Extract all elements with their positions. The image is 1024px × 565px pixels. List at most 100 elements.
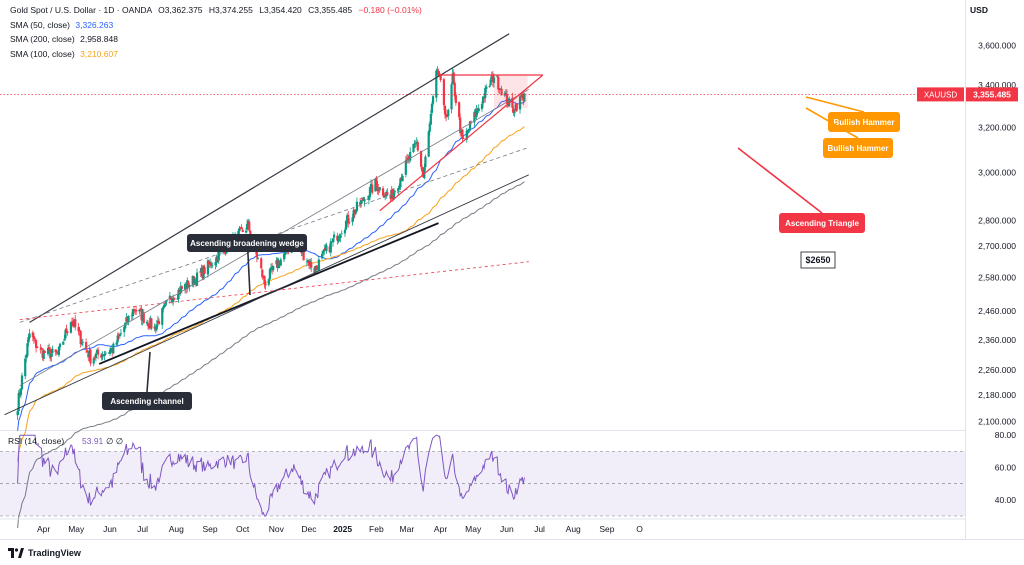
candle-body (376, 184, 379, 192)
pane-separator (0, 430, 965, 431)
candle-body (351, 217, 354, 223)
candle-body (203, 267, 206, 274)
symbol-title[interactable]: Gold Spot / U.S. Dollar · 1D · OANDA (10, 5, 152, 15)
time-tick-label: Feb (369, 524, 384, 534)
candle-body (409, 151, 412, 161)
candle-body (329, 241, 332, 253)
candle-body (78, 330, 81, 332)
sma200-label: SMA (200, close) (10, 34, 75, 44)
candle-body (467, 129, 471, 131)
candle-body (195, 272, 199, 286)
candle-body (51, 348, 54, 353)
rsi-title[interactable]: RSI (14, close) (8, 436, 64, 446)
candle-body (135, 309, 138, 312)
candle-body (33, 338, 37, 340)
candle-body (261, 269, 264, 278)
channel-label-box (102, 392, 192, 410)
legend-symbol-row: Gold Spot / U.S. Dollar · 1D · OANDA O3,… (10, 3, 422, 18)
candle-body (492, 77, 496, 83)
last-price-value: 3,355.485 (973, 89, 1011, 99)
candle-body (436, 69, 439, 71)
currency-label[interactable]: USD (970, 5, 988, 15)
change-value: −0.180 (−0.01%) (358, 5, 422, 15)
time-tick-label: Jul (534, 524, 545, 534)
candle-body (35, 339, 38, 348)
candle-body (446, 115, 449, 117)
candle-body (81, 341, 84, 343)
candle-body (24, 358, 27, 377)
sma200-line (17, 181, 525, 529)
candle-body (343, 229, 347, 234)
triangle-label-pointer (737, 147, 823, 214)
time-tick-label: Apr (434, 524, 447, 534)
legend-sma100-row[interactable]: SMA (100, close) 3,210.607 (10, 47, 422, 62)
candle-body (245, 223, 249, 230)
channel-label-text: Ascending channel (110, 397, 183, 406)
wedge-upper-line (29, 33, 510, 323)
candle-body (163, 304, 166, 308)
time-tick-label: May (465, 524, 482, 534)
candle-body (214, 262, 217, 266)
candle-body (127, 315, 130, 322)
candle-body (63, 339, 66, 341)
candle-body (477, 108, 480, 112)
candle-body (512, 108, 515, 113)
candle-body (145, 321, 149, 324)
candle-body (150, 318, 153, 329)
candle-body (77, 327, 80, 332)
candle-body (363, 199, 366, 202)
candle-body (461, 129, 464, 140)
candle-body (19, 388, 22, 396)
candle-body (458, 102, 461, 118)
candle-body (173, 297, 176, 300)
candle-body (421, 167, 424, 172)
close-value: C3,355.485 (308, 5, 353, 15)
candle-body (131, 309, 134, 316)
high-value: H3,374.255 (208, 5, 253, 15)
tradingview-logo[interactable]: TradingView (8, 548, 81, 558)
candle-body (423, 167, 426, 178)
candle-body (325, 245, 328, 252)
level-2650-text: $2650 (805, 255, 830, 265)
candle-body (504, 92, 507, 94)
time-tick-label: Mar (400, 524, 415, 534)
candle-body (459, 117, 462, 134)
candle-body (31, 332, 34, 337)
price-tick-label: 2,260.000 (978, 365, 1016, 375)
candle-body (65, 328, 68, 334)
price-tick-label: 2,180.000 (978, 390, 1016, 400)
candle-body (429, 113, 432, 125)
price-tick-label: 3,600.000 (978, 40, 1016, 50)
candle-body (430, 103, 434, 113)
time-tick-label: Aug (169, 524, 184, 534)
wedge-label-box (187, 234, 307, 252)
candle-body (188, 284, 191, 287)
legend-sma200-row[interactable]: SMA (200, close) 2,958.848 (10, 32, 422, 47)
candle-body (249, 230, 252, 237)
candle-body (302, 250, 305, 261)
candle-body (500, 88, 503, 96)
level-2650-box (800, 251, 836, 269)
candle-body (32, 336, 36, 340)
candle-body (104, 352, 107, 354)
candle-body (237, 230, 240, 235)
candle-body (58, 343, 62, 348)
time-tick-label: Nov (269, 524, 285, 534)
candle-body (26, 343, 29, 357)
candle-body (371, 184, 374, 193)
legend-sma50-row[interactable]: SMA (50, close) 3,326.263 (10, 18, 422, 33)
candle-body (112, 343, 115, 354)
candle-body (354, 209, 357, 214)
sma100-line (17, 126, 525, 462)
candle-body (413, 143, 416, 145)
candle-body (211, 265, 214, 267)
time-tick-label: Sep (202, 524, 217, 534)
symbol-tag (917, 87, 964, 102)
candle-body (465, 130, 468, 140)
candle-body (511, 97, 514, 108)
sma50-value: 3,326.263 (75, 19, 114, 30)
candle-body (74, 319, 77, 328)
candle-body (240, 227, 243, 229)
candle-body (42, 350, 45, 359)
